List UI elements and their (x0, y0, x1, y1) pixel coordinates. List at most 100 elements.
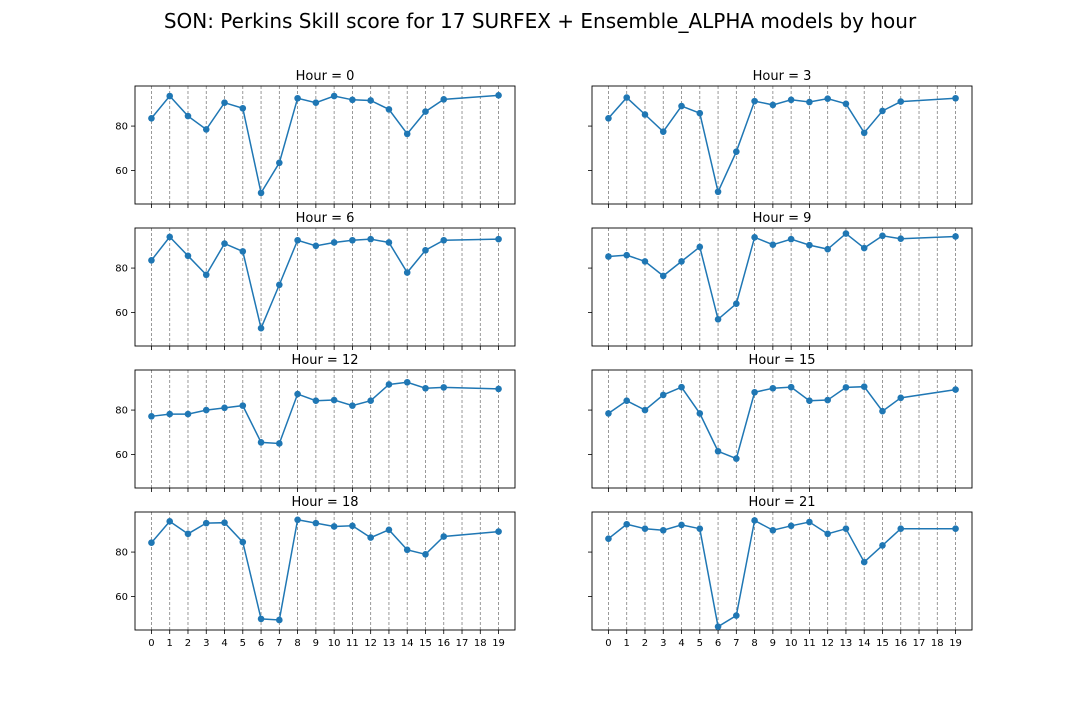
data-point (202, 271, 210, 279)
data-point (312, 397, 320, 405)
data-point (733, 612, 740, 619)
x-tick-label: 17 (456, 638, 469, 649)
data-point (148, 413, 155, 420)
data-point (623, 94, 631, 101)
data-point (276, 440, 283, 447)
data-point (714, 447, 722, 455)
data-point (751, 97, 758, 105)
data-point (312, 519, 320, 527)
panel-title: Hour = 6 (296, 211, 355, 226)
data-point (806, 397, 813, 405)
y-tick-label: 80 (115, 122, 128, 133)
x-tick-label: 12 (364, 638, 377, 649)
y-tick-label: 60 (115, 166, 128, 177)
data-point (221, 404, 228, 412)
axes-frame (134, 511, 516, 631)
data-point (385, 239, 393, 246)
figure-title: SON: Perkins Skill score for 17 SURFEX +… (163, 9, 917, 33)
x-tick-label: 9 (313, 638, 319, 649)
y-tick-label: 80 (115, 406, 128, 417)
axes-frame (134, 85, 516, 205)
panel-5: Hour = 15 (588, 353, 973, 492)
y-tick-label: 80 (115, 264, 128, 275)
data-point (696, 525, 704, 532)
data-point (202, 519, 210, 527)
x-tick-label: 5 (240, 638, 246, 649)
panel-title: Hour = 0 (296, 69, 355, 84)
x-tick-label: 4 (221, 638, 227, 649)
series-line (608, 232, 956, 321)
data-point (952, 233, 959, 240)
data-point (184, 530, 192, 538)
axes-frame (591, 227, 973, 347)
data-point (330, 92, 338, 100)
data-point (166, 410, 174, 418)
data-point (367, 235, 374, 243)
axes-frame (591, 369, 973, 489)
data-point (605, 253, 612, 260)
x-tick-label: 3 (203, 638, 209, 649)
data-point (294, 516, 301, 524)
panel-0: 60 80 Hour = 0 (115, 69, 516, 208)
data-point (751, 388, 758, 396)
data-point (751, 517, 758, 524)
data-point (787, 235, 795, 243)
data-point (952, 525, 959, 532)
data-point (733, 148, 740, 155)
data-point (842, 230, 850, 237)
x-tick-label: 11 (346, 638, 359, 649)
data-point (202, 126, 210, 133)
data-point (367, 397, 374, 405)
x-tick-label: 10 (328, 638, 341, 649)
data-point (879, 407, 886, 415)
x-tick-label: 19 (949, 638, 962, 649)
data-point (659, 272, 667, 280)
data-point (897, 525, 905, 532)
data-point (952, 94, 959, 102)
x-tick-label: 0 (605, 638, 611, 649)
data-point (184, 252, 192, 260)
x-tick-label: 10 (785, 638, 798, 649)
panel-title: Hour = 9 (753, 211, 812, 226)
data-point (696, 410, 704, 417)
data-point (842, 384, 850, 391)
data-point (184, 410, 192, 418)
x-tick-label: 3 (660, 638, 666, 649)
data-point (221, 99, 228, 106)
data-point (312, 99, 320, 106)
data-point (276, 616, 283, 624)
data-point (678, 383, 685, 391)
x-tick-label: 15 (419, 638, 432, 649)
series-line (151, 381, 499, 445)
data-point (330, 523, 338, 530)
data-point (403, 378, 411, 386)
panel-title: Hour = 18 (291, 495, 358, 510)
data-point (879, 542, 886, 549)
data-point (806, 98, 813, 106)
data-point (696, 243, 704, 251)
data-point (385, 526, 393, 534)
data-point (842, 100, 850, 108)
data-point (641, 525, 649, 532)
data-point (239, 538, 247, 546)
data-point (714, 315, 722, 323)
x-tick-label: 19 (492, 638, 505, 649)
data-point (312, 242, 320, 250)
data-point (678, 521, 685, 529)
data-point (294, 390, 301, 398)
x-tick-label: 6 (715, 638, 721, 649)
data-point (166, 92, 174, 100)
data-point (733, 455, 740, 462)
data-point (440, 236, 448, 244)
axes-frame (134, 227, 516, 347)
data-point (294, 236, 301, 244)
data-point (623, 397, 631, 405)
data-point (879, 107, 886, 115)
y-tick-label: 80 (115, 548, 128, 559)
x-tick-label: 2 (642, 638, 648, 649)
x-tick-label: 16 (894, 638, 907, 649)
x-tick-label: 6 (258, 638, 264, 649)
